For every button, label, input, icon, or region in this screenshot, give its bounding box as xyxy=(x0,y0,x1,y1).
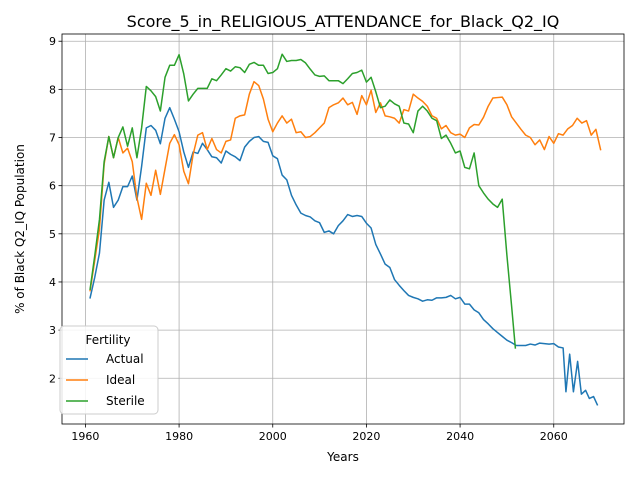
legend-box xyxy=(59,325,159,415)
series-line-ideal xyxy=(89,80,602,292)
x-tick-label: 2000 xyxy=(259,430,287,443)
y-tick-label: 7 xyxy=(49,132,56,145)
series-line-actual xyxy=(89,106,599,406)
y-tick-label: 8 xyxy=(49,83,56,96)
x-tick-label: 1960 xyxy=(71,430,99,443)
legend-title: Fertility xyxy=(85,333,130,347)
y-tick-label: 6 xyxy=(49,180,56,193)
y-tick-label: 9 xyxy=(49,35,56,48)
y-tick-label: 4 xyxy=(49,276,56,289)
grid-lines xyxy=(62,34,624,424)
series-line-sterile xyxy=(89,53,517,349)
y-tick-label: 2 xyxy=(49,372,56,385)
legend-items: Actual Ideal Sterile xyxy=(66,352,145,408)
x-tick-label: 1980 xyxy=(165,430,193,443)
x-tick-label: 2020 xyxy=(352,430,380,443)
y-axis-label: % of Black Q2_IQ Population xyxy=(13,144,27,314)
axis-ticks: 1960 1980 2000 2020 2040 2060 2 3 4 5 6 7 8 9 xyxy=(49,35,568,443)
legend-label-ideal: Ideal xyxy=(106,373,135,387)
chart-title: Score_5_in_RELIGIOUS_ATTENDANCE_for_Blac… xyxy=(127,12,560,32)
y-tick-label: 5 xyxy=(49,228,56,241)
legend: Fertility Actual Ideal Sterile xyxy=(59,325,159,415)
y-tick-label: 3 xyxy=(49,324,56,337)
x-tick-label: 2060 xyxy=(540,430,568,443)
series-lines xyxy=(89,53,602,406)
plot-area-frame xyxy=(61,33,625,425)
x-axis-label: Years xyxy=(326,450,359,464)
legend-label-actual: Actual xyxy=(106,352,144,366)
x-tick-label: 2040 xyxy=(446,430,474,443)
legend-label-sterile: Sterile xyxy=(106,394,145,408)
